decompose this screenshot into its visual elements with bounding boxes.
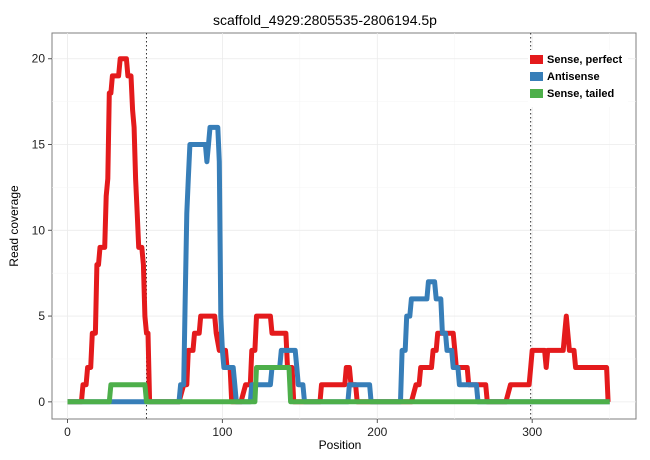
- legend: Sense, perfect Antisense Sense, tailed: [528, 50, 628, 107]
- y-tick-label: 15: [32, 138, 46, 152]
- legend-box: [528, 50, 628, 107]
- series-line: [67, 124, 610, 405]
- series-line: [67, 365, 610, 405]
- y-tick-label: 20: [32, 52, 46, 66]
- legend-swatch: [530, 89, 543, 98]
- legend-label: Antisense: [547, 71, 600, 83]
- x-tick-label: 300: [522, 425, 542, 439]
- y-tick-label: 5: [38, 309, 45, 323]
- x-tick-label: 0: [64, 425, 71, 439]
- series-layer: [67, 56, 611, 405]
- x-tick-label: 100: [212, 425, 232, 439]
- legend-swatch: [530, 72, 543, 81]
- x-axis-title: Position: [319, 438, 362, 452]
- axis-layer: 0 100 200 300 0 5 10 15 20: [32, 52, 543, 439]
- x-tick-label: 200: [367, 425, 387, 439]
- legend-label: Sense, tailed: [547, 88, 614, 100]
- y-tick-label: 10: [32, 223, 46, 237]
- y-axis-title: Read coverage: [7, 185, 21, 267]
- chart-title: scaffold_4929:2805535-2806194.5p: [213, 12, 437, 28]
- legend-label: Sense, perfect: [547, 54, 623, 66]
- legend-swatch: [530, 55, 543, 64]
- y-tick-label: 0: [38, 395, 45, 409]
